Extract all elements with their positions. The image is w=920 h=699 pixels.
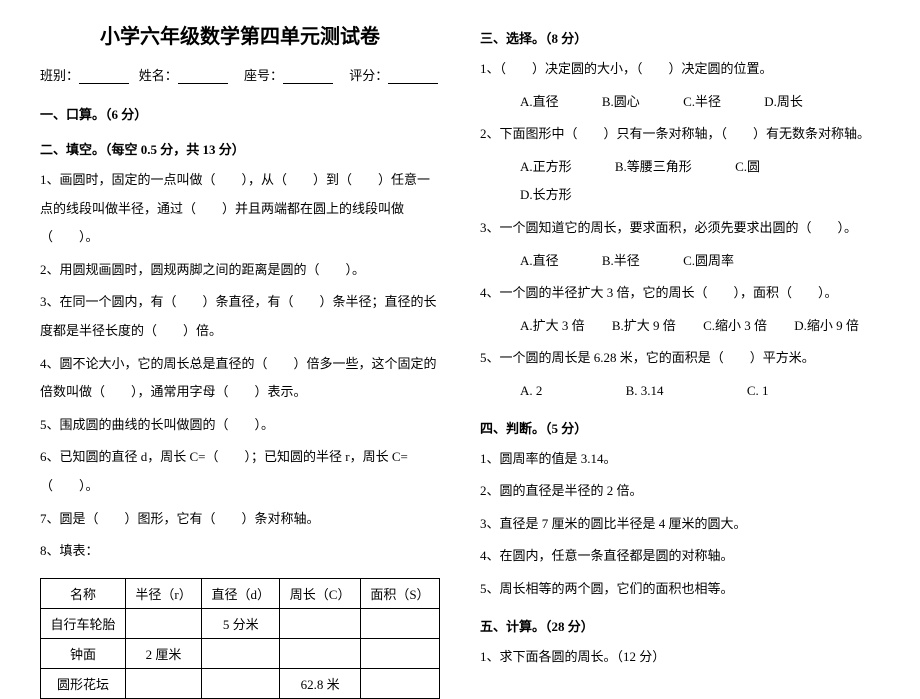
judge-3: 3、直径是 7 厘米的圆比半径是 4 厘米的圆大。: [480, 510, 880, 539]
cell: [280, 608, 361, 638]
name-blank: [178, 70, 228, 84]
table-row: 圆形花坛 62.8 米: [41, 668, 440, 698]
section-1-head: 一、口算。（6 分）: [40, 104, 440, 123]
opt-c: C. 1: [747, 377, 769, 406]
opt-a: A. 2: [520, 377, 542, 406]
question-2-2: 2、用圆规画圆时，圆规两脚之间的距离是圆的（ ）。: [40, 256, 440, 285]
class-label: 班别：: [40, 68, 79, 83]
table-row: 自行车轮胎 5 分米: [41, 608, 440, 638]
question-3-5: 5、一个圆的周长是 6.28 米，它的面积是（ ）平方米。: [480, 344, 880, 373]
info-line: 班别： 姓名： 座号： 评分：: [40, 65, 440, 84]
cell: 圆形花坛: [41, 668, 126, 698]
score-blank: [388, 70, 438, 84]
cell: 5 分米: [202, 608, 280, 638]
question-2-5: 5、围成圆的曲线的长叫做圆的（ ）。: [40, 411, 440, 440]
table-row: 钟面 2 厘米: [41, 638, 440, 668]
opt-c: C.半径: [683, 88, 721, 117]
question-2-8: 8、填表：: [40, 537, 440, 566]
th-diameter: 直径（d）: [202, 578, 280, 608]
opt-b: B.等腰三角形: [615, 153, 692, 182]
judge-1: 1、圆周率的值是 3.14。: [480, 445, 880, 474]
cell: [360, 608, 439, 638]
cell: [126, 668, 202, 698]
section-2-head: 二、填空。（每空 0.5 分，共 13 分）: [40, 139, 440, 158]
opt-c: C.圆: [735, 153, 760, 182]
cell: [360, 638, 439, 668]
th-radius: 半径（r）: [126, 578, 202, 608]
question-2-7: 7、圆是（ ）图形，它有（ ）条对称轴。: [40, 505, 440, 534]
opt-b: B.半径: [602, 247, 640, 276]
name-label: 姓名：: [139, 68, 178, 83]
opt-b: B. 3.14: [626, 377, 664, 406]
fill-table: 名称 半径（r） 直径（d） 周长（C） 面积（S） 自行车轮胎 5 分米 钟面…: [40, 578, 440, 699]
judge-5: 5、周长相等的两个圆，它们的面积也相等。: [480, 575, 880, 604]
question-2-1: 1、画圆时，固定的一点叫做（ ），从（ ）到（ ）任意一点的线段叫做半径，通过（…: [40, 166, 440, 252]
question-3-1: 1、（ ）决定圆的大小，（ ）决定圆的位置。: [480, 55, 880, 84]
page-title: 小学六年级数学第四单元测试卷: [40, 20, 440, 49]
seat-label: 座号：: [244, 68, 283, 83]
cell: [360, 668, 439, 698]
question-2-3: 3、在同一个圆内，有（ ）条直径，有（ ）条半径；直径的长度都是半径长度的（ ）…: [40, 288, 440, 345]
question-3-4: 4、一个圆的半径扩大 3 倍，它的周长（ ），面积（ ）。: [480, 279, 880, 308]
opt-a: A.正方形: [520, 153, 572, 182]
opt-b: B.扩大 9 倍: [612, 312, 676, 341]
cell: 62.8 米: [280, 668, 361, 698]
options-3-5: A. 2 B. 3.14 C. 1: [480, 377, 880, 406]
opt-d: D.周长: [764, 88, 803, 117]
opt-a: A.直径: [520, 88, 559, 117]
cell: [126, 608, 202, 638]
opt-c: C.圆周率: [683, 247, 734, 276]
cell: 自行车轮胎: [41, 608, 126, 638]
th-area: 面积（S）: [360, 578, 439, 608]
options-3-2: A.正方形 B.等腰三角形 C.圆 D.长方形: [480, 153, 880, 210]
options-3-3: A.直径 B.半径 C.圆周率: [480, 247, 880, 276]
cell: 2 厘米: [126, 638, 202, 668]
judge-4: 4、在圆内，任意一条直径都是圆的对称轴。: [480, 542, 880, 571]
options-3-1: A.直径 B.圆心 C.半径 D.周长: [480, 88, 880, 117]
section-3-head: 三、选择。（8 分）: [480, 28, 880, 47]
score-label: 评分：: [349, 68, 388, 83]
question-3-3: 3、一个圆知道它的周长，要求面积，必须先要求出圆的（ ）。: [480, 214, 880, 243]
question-2-6: 6、已知圆的直径 d，周长 C=（ ）；已知圆的半径 r，周长 C=（ ）。: [40, 443, 440, 500]
left-column: 小学六年级数学第四单元测试卷 班别： 姓名： 座号： 评分： 一、口算。（6 分…: [40, 20, 440, 630]
th-name: 名称: [41, 578, 126, 608]
opt-a: A.扩大 3 倍: [520, 312, 585, 341]
calc-1: 1、求下面各圆的周长。（12 分）: [480, 643, 880, 672]
question-2-4: 4、圆不论大小，它的周长总是直径的（ ）倍多一些，这个固定的倍数叫做（ ），通常…: [40, 350, 440, 407]
cell: [280, 638, 361, 668]
opt-a: A.直径: [520, 247, 559, 276]
opt-d: D.长方形: [520, 181, 572, 210]
class-blank: [79, 70, 129, 84]
section-4-head: 四、判断。（5 分）: [480, 418, 880, 437]
cell: [202, 638, 280, 668]
opt-d: D.缩小 9 倍: [794, 312, 859, 341]
seat-blank: [283, 70, 333, 84]
opt-b: B.圆心: [602, 88, 640, 117]
cell: [202, 668, 280, 698]
table-header-row: 名称 半径（r） 直径（d） 周长（C） 面积（S）: [41, 578, 440, 608]
options-3-4: A.扩大 3 倍 B.扩大 9 倍 C.缩小 3 倍 D.缩小 9 倍: [480, 312, 880, 341]
judge-2: 2、圆的直径是半径的 2 倍。: [480, 477, 880, 506]
opt-c: C.缩小 3 倍: [703, 312, 767, 341]
right-column: 三、选择。（8 分） 1、（ ）决定圆的大小，（ ）决定圆的位置。 A.直径 B…: [480, 20, 880, 630]
question-3-2: 2、下面图形中（ ）只有一条对称轴，（ ）有无数条对称轴。: [480, 120, 880, 149]
th-circumference: 周长（C）: [280, 578, 361, 608]
cell: 钟面: [41, 638, 126, 668]
section-5-head: 五、计算。（28 分）: [480, 616, 880, 635]
